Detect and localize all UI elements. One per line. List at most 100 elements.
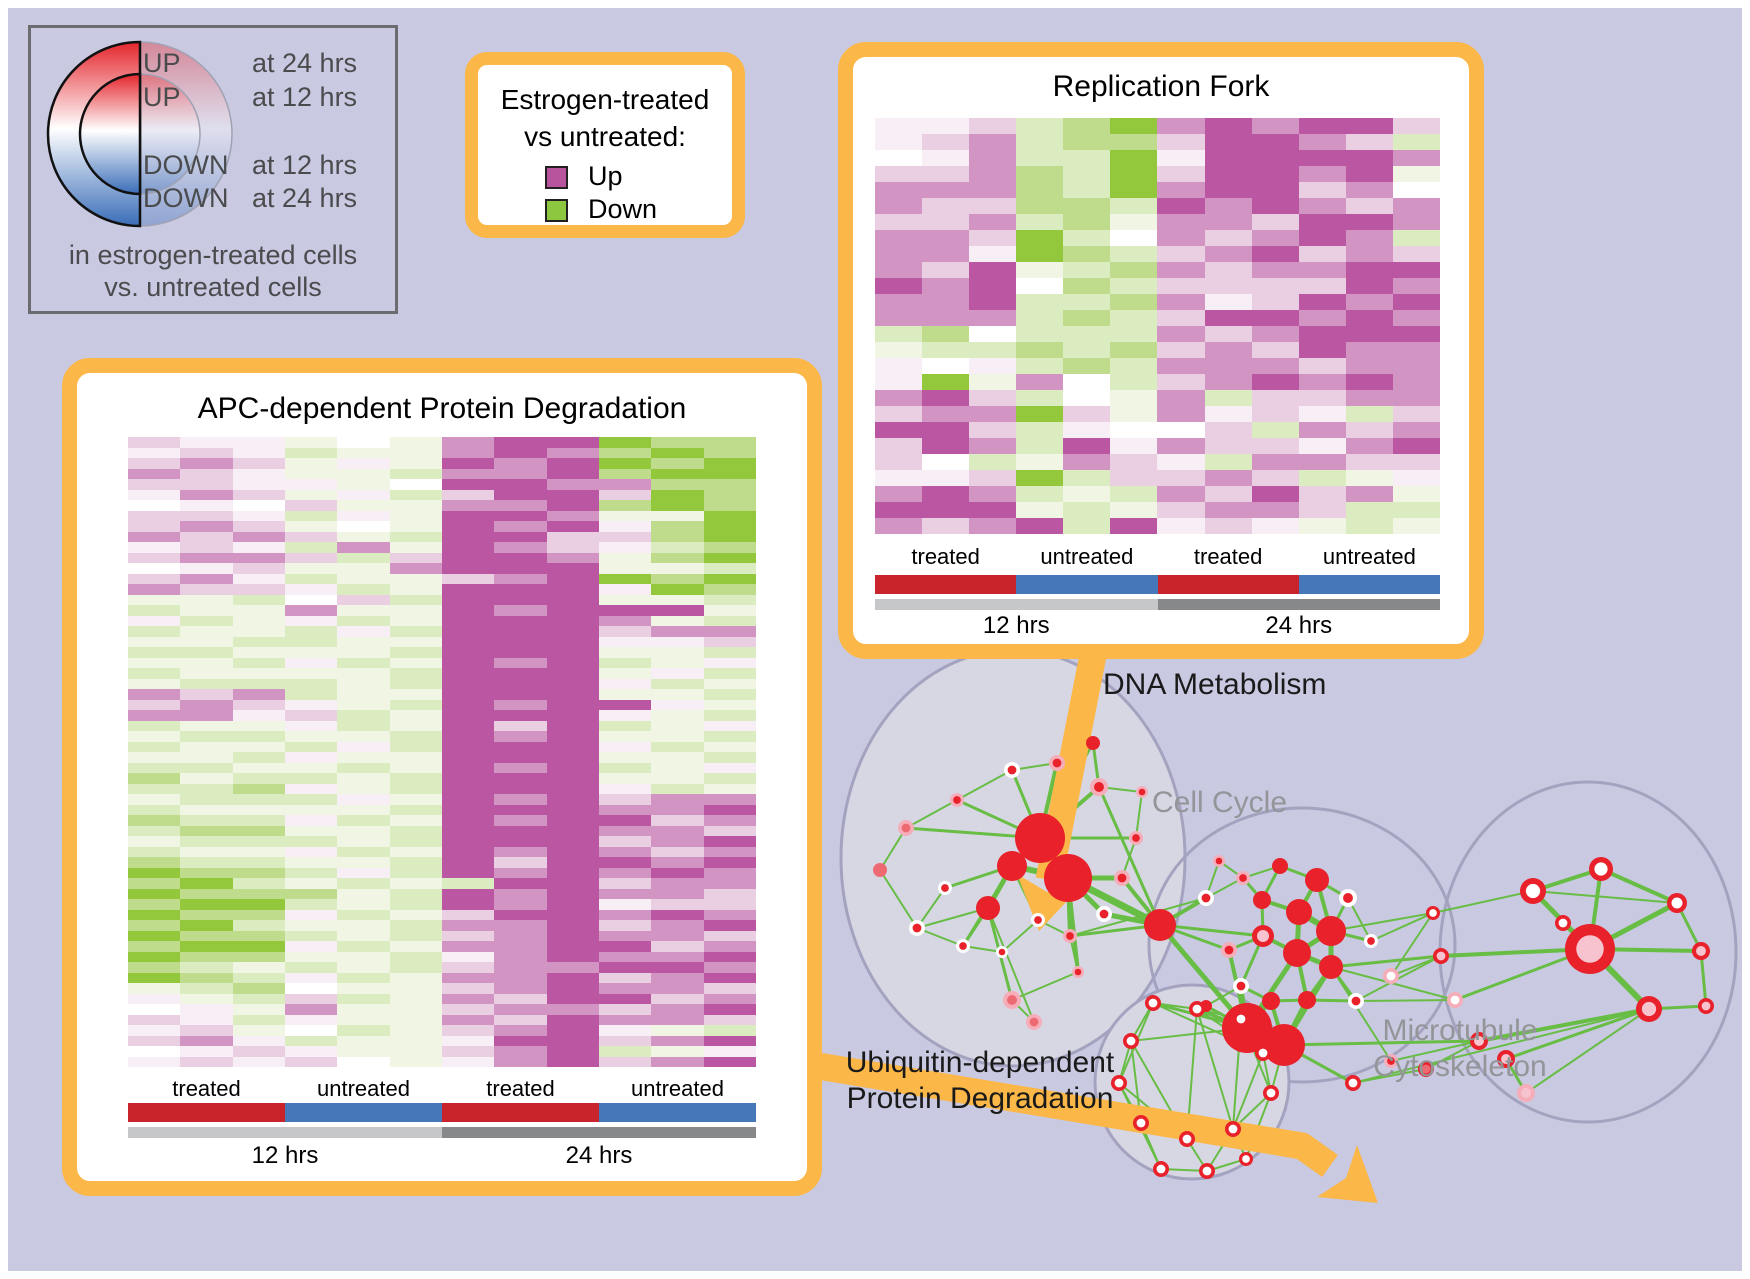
heatmap-cell bbox=[232, 720, 285, 731]
heatmap-cell bbox=[180, 594, 233, 605]
heatmap-cell bbox=[703, 710, 756, 721]
heatmap-cell bbox=[598, 888, 652, 899]
heatmap-cell bbox=[969, 518, 1017, 534]
heatmap-cell bbox=[1016, 134, 1064, 150]
heatmap-cell bbox=[1063, 422, 1111, 438]
heatmap-cell bbox=[337, 1004, 390, 1015]
heatmap-cell bbox=[1016, 182, 1064, 198]
heatmap-cell bbox=[875, 310, 923, 326]
heatmap-cell bbox=[1251, 406, 1299, 422]
heatmap-cell bbox=[232, 930, 285, 941]
network-node-center bbox=[1182, 1134, 1192, 1144]
heatmap-cell bbox=[180, 752, 233, 763]
heatmap-cell bbox=[546, 542, 599, 553]
heatmap-cell bbox=[337, 920, 390, 931]
heatmap-cell bbox=[703, 962, 756, 973]
heatmap-cell bbox=[875, 198, 923, 214]
heatmap-cell bbox=[494, 563, 547, 574]
heatmap-cell bbox=[180, 962, 233, 973]
heatmap-cell bbox=[1345, 230, 1393, 246]
heatmap-cell bbox=[128, 972, 181, 983]
heatmap-cell bbox=[1110, 406, 1158, 422]
heatmap-cell bbox=[441, 437, 495, 448]
heatmap-cell bbox=[969, 198, 1017, 214]
heatmap-cell bbox=[546, 899, 599, 910]
heatmap-cell bbox=[180, 878, 233, 889]
heatmap-cell bbox=[1063, 454, 1111, 470]
heatmap-cell bbox=[598, 594, 652, 605]
heatmap-cell bbox=[494, 584, 547, 595]
heatmap-cell bbox=[337, 573, 390, 584]
heatmap-cell bbox=[546, 626, 599, 637]
heatmap-cell bbox=[232, 836, 285, 847]
heatmap-cell bbox=[651, 773, 704, 784]
heatmap-cell bbox=[441, 888, 495, 899]
heatmap-cell bbox=[284, 437, 338, 448]
heatmap-cell bbox=[232, 951, 285, 962]
heatmap-cell bbox=[969, 358, 1017, 374]
heatmap-cell bbox=[969, 278, 1017, 294]
heatmap-cell bbox=[969, 374, 1017, 390]
heatmap-cell bbox=[651, 447, 704, 458]
heatmap-cell bbox=[337, 500, 390, 511]
heatmap-cell bbox=[969, 422, 1017, 438]
heatmap-cell bbox=[180, 447, 233, 458]
heatmap-cell bbox=[651, 888, 704, 899]
heatmap-cell bbox=[922, 486, 970, 502]
heatmap-cell bbox=[651, 752, 704, 763]
heatmap-cell bbox=[875, 438, 923, 454]
heatmap-cell bbox=[128, 615, 181, 626]
network-edge bbox=[1478, 1007, 1650, 1043]
heatmap-cell bbox=[232, 542, 285, 553]
heatmap-cell bbox=[1298, 502, 1346, 518]
network-edge bbox=[905, 799, 958, 829]
heatmap-row bbox=[875, 502, 1440, 518]
heatmap-cell bbox=[546, 825, 599, 836]
heatmap-cell bbox=[651, 594, 704, 605]
heatmap-cell bbox=[651, 899, 704, 910]
heatmap-cell bbox=[284, 983, 338, 994]
heatmap-cell bbox=[598, 542, 652, 553]
network-node-center bbox=[1436, 951, 1446, 961]
heatmap-cell bbox=[389, 1056, 442, 1067]
heatmap-cell bbox=[337, 626, 390, 637]
heatmap-cell bbox=[232, 615, 285, 626]
heatmap-cell bbox=[598, 447, 652, 458]
heatmap-cell bbox=[494, 773, 547, 784]
heatmap-cell bbox=[232, 605, 285, 616]
heatmap-row bbox=[128, 888, 756, 899]
network-edge bbox=[1001, 919, 1039, 953]
heatmap-cell bbox=[703, 542, 756, 553]
heatmap-cell bbox=[598, 647, 652, 658]
heatmap-cell bbox=[232, 1035, 285, 1046]
heatmap-cell bbox=[1345, 214, 1393, 230]
heatmap-cell bbox=[128, 846, 181, 857]
heatmap-row bbox=[128, 605, 756, 616]
heatmap-row bbox=[875, 518, 1440, 534]
heatmap-cell bbox=[1204, 118, 1252, 134]
heatmap-cell bbox=[703, 951, 756, 962]
heatmap-cell bbox=[337, 773, 390, 784]
heatmap-cell bbox=[494, 647, 547, 658]
heatmap-cell bbox=[128, 479, 181, 490]
treatment-bars bbox=[875, 575, 1440, 594]
heatmap-cell bbox=[1298, 518, 1346, 534]
heatmap-cell bbox=[389, 552, 442, 563]
heatmap-cell bbox=[232, 1025, 285, 1036]
heatmap-cell bbox=[441, 962, 495, 973]
heatmap-cell bbox=[389, 542, 442, 553]
heatmap-cell bbox=[389, 815, 442, 826]
heatmap-cell bbox=[1298, 310, 1346, 326]
heatmap-cell bbox=[1204, 406, 1252, 422]
heatmap-cell bbox=[1157, 214, 1205, 230]
heatmap-cell bbox=[494, 962, 547, 973]
network-node bbox=[873, 863, 887, 877]
heatmap-cell bbox=[389, 930, 442, 941]
untreated-bar bbox=[599, 1103, 756, 1122]
heatmap-cell bbox=[703, 489, 756, 500]
treated-bar bbox=[128, 1103, 285, 1122]
heatmap-cell bbox=[1063, 230, 1111, 246]
heatmap-cell bbox=[598, 573, 652, 584]
heatmap-cell bbox=[1110, 470, 1158, 486]
network-node-center bbox=[1094, 782, 1104, 792]
